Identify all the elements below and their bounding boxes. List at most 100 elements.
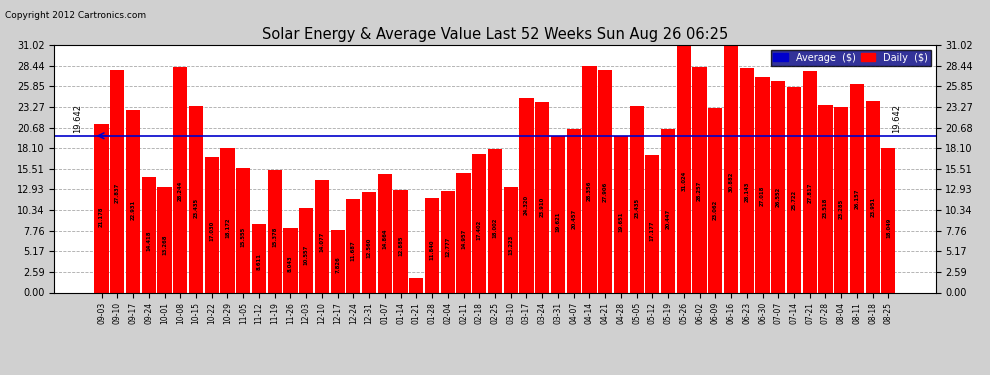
Legend: Average  ($), Daily  ($): Average ($), Daily ($) xyxy=(770,50,931,66)
Text: 23.285: 23.285 xyxy=(839,199,843,219)
Bar xyxy=(299,208,313,292)
Bar xyxy=(173,67,187,292)
Text: 24.320: 24.320 xyxy=(524,195,529,215)
Bar xyxy=(614,136,628,292)
Text: 18.049: 18.049 xyxy=(886,217,891,238)
Text: 11.687: 11.687 xyxy=(350,240,355,261)
Text: 18.172: 18.172 xyxy=(225,217,230,237)
Bar xyxy=(849,84,864,292)
Bar xyxy=(331,230,345,292)
Text: 19.651: 19.651 xyxy=(619,212,624,232)
Bar xyxy=(126,110,141,292)
Text: 23.518: 23.518 xyxy=(823,198,828,218)
Bar xyxy=(692,67,707,292)
Bar xyxy=(708,108,723,292)
Bar xyxy=(378,174,392,292)
Text: 21.178: 21.178 xyxy=(99,206,104,227)
Text: 27.906: 27.906 xyxy=(603,182,608,203)
Bar xyxy=(881,148,896,292)
Text: 27.018: 27.018 xyxy=(760,185,765,206)
Text: 14.418: 14.418 xyxy=(147,231,151,251)
Text: 7.826: 7.826 xyxy=(336,256,341,273)
Text: 11.840: 11.840 xyxy=(430,240,435,260)
Text: 8.611: 8.611 xyxy=(256,253,261,270)
Text: 17.177: 17.177 xyxy=(649,220,654,241)
Text: 17.402: 17.402 xyxy=(477,220,482,240)
Bar xyxy=(393,190,408,292)
Bar xyxy=(740,68,753,292)
Text: 23.951: 23.951 xyxy=(870,196,875,217)
Text: 23.435: 23.435 xyxy=(193,198,199,218)
Text: 27.817: 27.817 xyxy=(807,183,812,203)
Bar xyxy=(237,168,250,292)
Text: 19.642: 19.642 xyxy=(73,104,82,134)
Text: 12.885: 12.885 xyxy=(398,236,403,256)
Text: 8.043: 8.043 xyxy=(288,255,293,272)
Text: 30.882: 30.882 xyxy=(729,171,734,192)
Bar xyxy=(550,136,565,292)
Bar xyxy=(677,45,691,292)
Bar xyxy=(520,99,534,292)
Text: 15.555: 15.555 xyxy=(241,226,246,247)
Bar xyxy=(724,46,739,292)
Bar xyxy=(598,70,612,292)
Bar xyxy=(771,81,785,292)
Text: 28.244: 28.244 xyxy=(178,181,183,201)
Text: 23.062: 23.062 xyxy=(713,200,718,220)
Text: 10.557: 10.557 xyxy=(304,244,309,265)
Text: 23.435: 23.435 xyxy=(635,198,640,218)
Text: 12.560: 12.560 xyxy=(366,237,371,258)
Title: Solar Energy & Average Value Last 52 Weeks Sun Aug 26 06:25: Solar Energy & Average Value Last 52 Wee… xyxy=(262,27,728,42)
Bar xyxy=(865,101,880,292)
Bar xyxy=(630,105,644,292)
Bar xyxy=(267,170,282,292)
Text: Copyright 2012 Cartronics.com: Copyright 2012 Cartronics.com xyxy=(5,11,147,20)
Bar xyxy=(409,278,424,292)
Bar xyxy=(819,105,833,292)
Bar xyxy=(221,147,235,292)
Bar xyxy=(582,66,597,292)
Bar xyxy=(362,192,376,292)
Bar xyxy=(835,107,848,292)
Text: 14.957: 14.957 xyxy=(461,229,466,249)
Text: 27.837: 27.837 xyxy=(115,182,120,203)
Text: 26.157: 26.157 xyxy=(854,188,859,209)
Bar xyxy=(803,70,817,292)
Bar xyxy=(456,173,470,292)
Text: 17.030: 17.030 xyxy=(209,221,214,242)
Bar xyxy=(205,157,219,292)
Text: 23.910: 23.910 xyxy=(540,196,545,217)
Bar xyxy=(536,102,549,292)
Text: 31.024: 31.024 xyxy=(681,171,686,191)
Text: 18.002: 18.002 xyxy=(492,217,498,238)
Text: 20.457: 20.457 xyxy=(571,209,576,229)
Text: 12.777: 12.777 xyxy=(446,237,450,257)
Bar xyxy=(504,187,518,292)
Text: 13.223: 13.223 xyxy=(508,235,513,255)
Bar xyxy=(315,180,329,292)
Bar xyxy=(472,154,486,292)
Bar xyxy=(755,77,769,292)
Text: 20.447: 20.447 xyxy=(665,209,670,229)
Bar xyxy=(661,129,675,292)
Bar xyxy=(142,177,155,292)
Bar xyxy=(94,123,109,292)
Bar xyxy=(488,149,502,292)
Text: 28.356: 28.356 xyxy=(587,180,592,201)
Bar xyxy=(283,228,298,292)
Bar xyxy=(566,129,581,292)
Text: 25.722: 25.722 xyxy=(791,190,797,210)
Text: 14.864: 14.864 xyxy=(382,229,387,249)
Bar xyxy=(441,190,454,292)
Text: 28.143: 28.143 xyxy=(744,181,749,202)
Text: 26.552: 26.552 xyxy=(776,187,781,207)
Bar xyxy=(110,70,125,292)
Text: 19.642: 19.642 xyxy=(892,104,901,134)
Bar xyxy=(425,198,440,292)
Bar xyxy=(645,156,659,292)
Bar xyxy=(157,187,171,292)
Text: 19.621: 19.621 xyxy=(555,212,560,232)
Text: 13.268: 13.268 xyxy=(162,235,167,255)
Bar xyxy=(251,224,266,292)
Text: 15.378: 15.378 xyxy=(272,227,277,248)
